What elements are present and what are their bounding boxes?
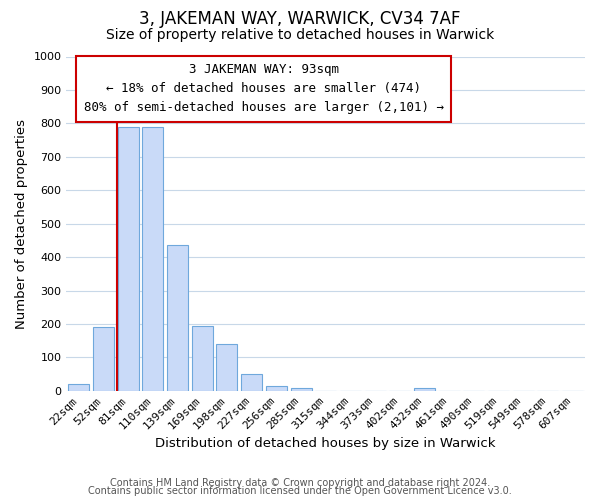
Bar [192, 326, 213, 391]
Bar [217, 344, 238, 391]
Text: 3, JAKEMAN WAY, WARWICK, CV34 7AF: 3, JAKEMAN WAY, WARWICK, CV34 7AF [139, 10, 461, 28]
Text: Contains public sector information licensed under the Open Government Licence v3: Contains public sector information licen… [88, 486, 512, 496]
Bar [118, 126, 139, 391]
Bar [290, 388, 311, 391]
Bar [93, 328, 114, 391]
Bar [68, 384, 89, 391]
Y-axis label: Number of detached properties: Number of detached properties [15, 118, 28, 328]
Bar [241, 374, 262, 391]
Text: 3 JAKEMAN WAY: 93sqm
← 18% of detached houses are smaller (474)
80% of semi-deta: 3 JAKEMAN WAY: 93sqm ← 18% of detached h… [84, 63, 444, 114]
Text: Size of property relative to detached houses in Warwick: Size of property relative to detached ho… [106, 28, 494, 42]
X-axis label: Distribution of detached houses by size in Warwick: Distribution of detached houses by size … [155, 437, 496, 450]
Bar [414, 388, 435, 391]
Bar [142, 126, 163, 391]
Bar [266, 386, 287, 391]
Bar [167, 246, 188, 391]
Text: Contains HM Land Registry data © Crown copyright and database right 2024.: Contains HM Land Registry data © Crown c… [110, 478, 490, 488]
